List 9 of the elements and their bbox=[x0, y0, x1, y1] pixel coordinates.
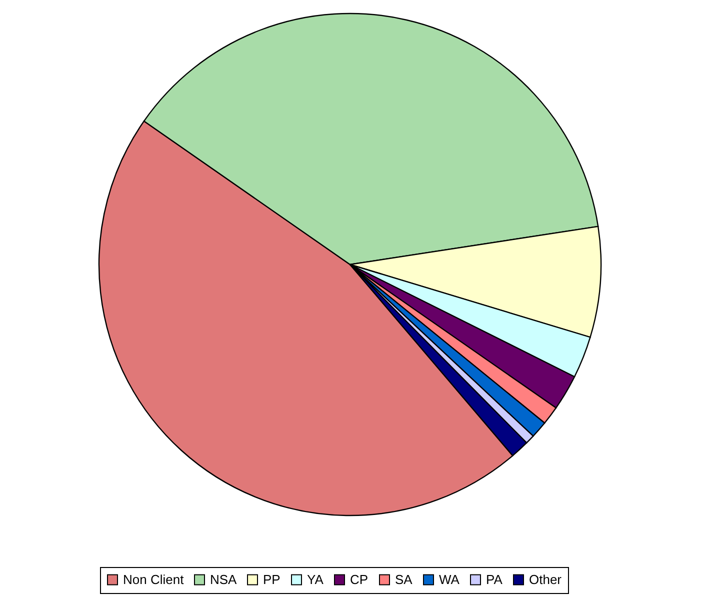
legend-label: SA bbox=[395, 572, 413, 587]
legend-label: NSA bbox=[210, 572, 238, 587]
legend-label: YA bbox=[307, 572, 324, 587]
legend-label: CP bbox=[350, 572, 368, 587]
legend-label: Other bbox=[529, 572, 562, 587]
legend-label: PP bbox=[263, 572, 280, 587]
legend-label: WA bbox=[439, 572, 460, 587]
legend-label: Non Client bbox=[123, 572, 184, 587]
legend-label: PA bbox=[486, 572, 503, 587]
